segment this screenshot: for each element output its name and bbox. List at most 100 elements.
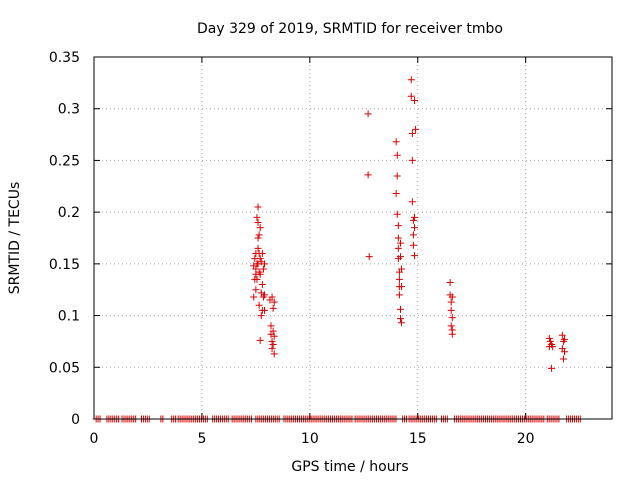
data-point [269, 304, 277, 312]
y-tick-label: 0.15 [49, 257, 80, 273]
data-point [392, 190, 400, 198]
x-axis-label: GPS time / hours [291, 459, 408, 475]
y-tick-label: 0.1 [58, 309, 80, 325]
data-point [448, 314, 456, 322]
data-point [395, 291, 403, 299]
x-tick-label: 15 [409, 431, 427, 447]
data-point [253, 275, 261, 283]
data-point [545, 334, 553, 342]
data-point [258, 281, 266, 289]
data-point [549, 343, 557, 351]
x-tick-label: 20 [517, 431, 535, 447]
y-tick-label: 0.2 [58, 205, 80, 221]
data-point [446, 278, 454, 286]
data-point [546, 337, 554, 345]
data-point [393, 172, 401, 180]
data-point [394, 222, 402, 230]
data-point [409, 231, 417, 239]
data-point [395, 275, 403, 283]
data-point [447, 298, 455, 306]
y-tick-label: 0.3 [58, 102, 80, 118]
data-point [398, 265, 406, 273]
data-point [256, 336, 264, 344]
data-point [256, 224, 264, 232]
data-point [261, 291, 269, 299]
data-point [393, 151, 401, 159]
data-point [548, 364, 556, 372]
data-point [268, 293, 276, 301]
y-tick-label: 0 [71, 412, 80, 428]
data-point [270, 298, 278, 306]
data-point [411, 252, 419, 260]
data-point [258, 250, 266, 258]
data-point [254, 218, 262, 226]
data-point [408, 156, 416, 164]
data-point [253, 213, 261, 221]
data-point [559, 355, 567, 363]
data-point [261, 306, 269, 314]
data-point [364, 171, 372, 179]
data-point [392, 138, 400, 146]
data-point [254, 203, 262, 211]
x-tick-label: 10 [301, 431, 319, 447]
data-point [411, 96, 419, 104]
data-point [259, 265, 267, 273]
data-point [250, 293, 258, 301]
data-point [267, 322, 275, 330]
data-point [561, 348, 569, 356]
data-point [408, 198, 416, 206]
data-point [269, 341, 277, 349]
data-point [409, 216, 417, 224]
data-point [255, 231, 263, 239]
data-point [412, 125, 420, 133]
data-point [409, 241, 417, 249]
data-point [255, 301, 263, 309]
data-point [257, 312, 265, 320]
plot-frame [93, 56, 613, 420]
data-point [398, 283, 406, 291]
data-point [396, 253, 404, 261]
chart-title: Day 329 of 2019, SRMTID for receiver tmb… [197, 21, 503, 37]
data-point [269, 327, 277, 335]
data-point [558, 331, 566, 339]
x-tick-label: 0 [90, 431, 99, 447]
data-point [270, 350, 278, 358]
y-tick-label: 0.25 [49, 153, 80, 169]
data-point [393, 210, 401, 218]
data-point [407, 92, 415, 100]
y-tick-label: 0.05 [49, 360, 80, 376]
data-point [254, 234, 262, 242]
data-point [261, 260, 269, 268]
data-point [394, 244, 402, 252]
data-point [407, 76, 415, 84]
data-point [268, 337, 276, 345]
data-point [447, 322, 455, 330]
grid-lines [94, 57, 612, 419]
data-point [396, 305, 404, 313]
data-point [365, 253, 373, 261]
data-point [394, 234, 402, 242]
data-point [561, 335, 569, 343]
data-point [364, 110, 372, 118]
data-point [396, 315, 404, 323]
data-point [411, 213, 419, 221]
data-point [448, 326, 456, 334]
x-tick-label: 5 [197, 431, 206, 447]
data-point [398, 319, 406, 327]
data-point [254, 244, 262, 252]
data-point [256, 255, 264, 263]
data-point [396, 239, 404, 247]
data-point [411, 224, 419, 232]
data-point [270, 332, 278, 340]
data-point [268, 345, 276, 353]
data-points [92, 76, 584, 423]
data-point [252, 286, 260, 294]
y-tick-label: 0.35 [49, 50, 80, 66]
y-axis-label: SRMTID / TECUs [7, 182, 23, 295]
data-point [448, 293, 456, 301]
data-point [408, 130, 416, 138]
data-point [447, 306, 455, 314]
data-point [256, 270, 264, 278]
